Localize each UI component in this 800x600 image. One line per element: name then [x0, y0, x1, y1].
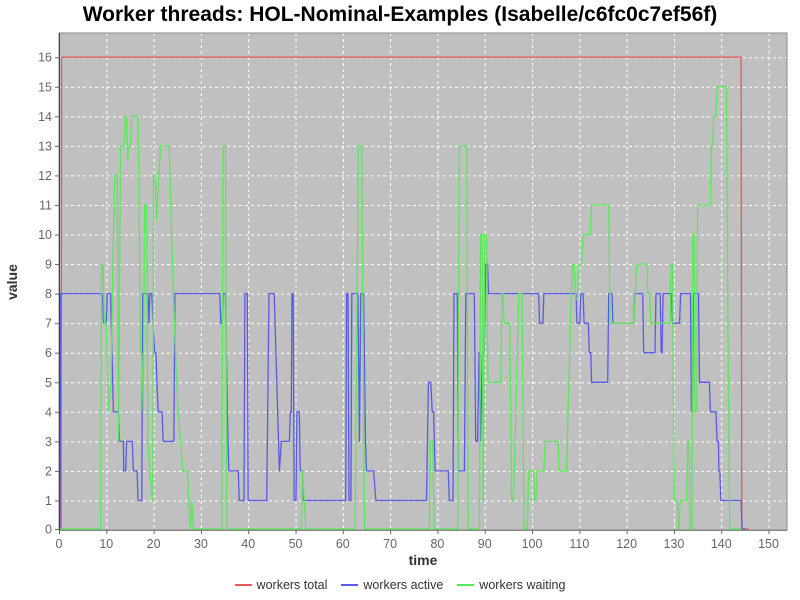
- y-tick-label: 0: [45, 523, 52, 537]
- x-axis-label: time: [408, 552, 438, 568]
- legend-label: workers active: [363, 578, 444, 592]
- y-tick-label: 13: [38, 139, 52, 153]
- legend-item-workers-active: workers active: [341, 578, 443, 592]
- legend-label: workers total: [256, 578, 328, 592]
- x-tick-label: 80: [430, 537, 444, 551]
- x-tick-label: 130: [664, 537, 685, 551]
- x-tick-label: 150: [758, 537, 779, 551]
- x-tick-label: 10: [99, 537, 113, 551]
- x-tick-label: 110: [569, 537, 589, 551]
- y-axis-label: value: [4, 264, 20, 300]
- workers-total-swatch-icon: [234, 584, 252, 586]
- x-tick-label: 140: [711, 537, 732, 551]
- x-tick-label: 100: [522, 537, 543, 551]
- y-tick-label: 8: [45, 287, 52, 301]
- y-tick-label: 6: [45, 346, 52, 360]
- x-tick-label: 50: [289, 537, 303, 551]
- y-tick-label: 14: [38, 110, 52, 124]
- y-tick-label: 7: [45, 317, 52, 331]
- x-tick-label: 30: [194, 537, 208, 551]
- y-tick-label: 10: [38, 228, 52, 242]
- legend-label: workers waiting: [479, 578, 566, 592]
- y-tick-label: 1: [45, 494, 52, 508]
- x-tick-label: 40: [241, 537, 255, 551]
- y-tick-label: 15: [38, 80, 52, 94]
- x-tick-label: 120: [616, 537, 637, 551]
- legend-item-workers-waiting: workers waiting: [457, 578, 565, 592]
- x-tick-label: 20: [147, 537, 161, 551]
- y-tick-label: 11: [39, 198, 52, 212]
- y-tick-label: 5: [45, 376, 52, 390]
- x-tick-label: 90: [478, 537, 492, 551]
- x-tick-label: 70: [383, 537, 397, 551]
- chart-legend: workers total workers active workers wai…: [0, 578, 800, 592]
- x-tick-label: 0: [56, 537, 63, 551]
- chart-title: Worker threads: HOL-Nominal-Examples (Is…: [82, 3, 718, 26]
- y-tick-label: 3: [45, 435, 52, 449]
- workers-active-swatch-icon: [341, 584, 359, 586]
- y-tick-label: 2: [45, 464, 52, 478]
- y-tick-label: 16: [38, 51, 52, 65]
- x-tick-label: 60: [336, 537, 350, 551]
- y-tick-label: 9: [45, 258, 52, 272]
- y-tick-label: 4: [45, 405, 52, 419]
- series-line-workers-waiting: [59, 86, 742, 530]
- plot-background: [59, 33, 787, 530]
- y-tick-label: 12: [38, 169, 52, 183]
- workers-waiting-swatch-icon: [457, 584, 475, 586]
- legend-item-workers-total: workers total: [234, 578, 328, 592]
